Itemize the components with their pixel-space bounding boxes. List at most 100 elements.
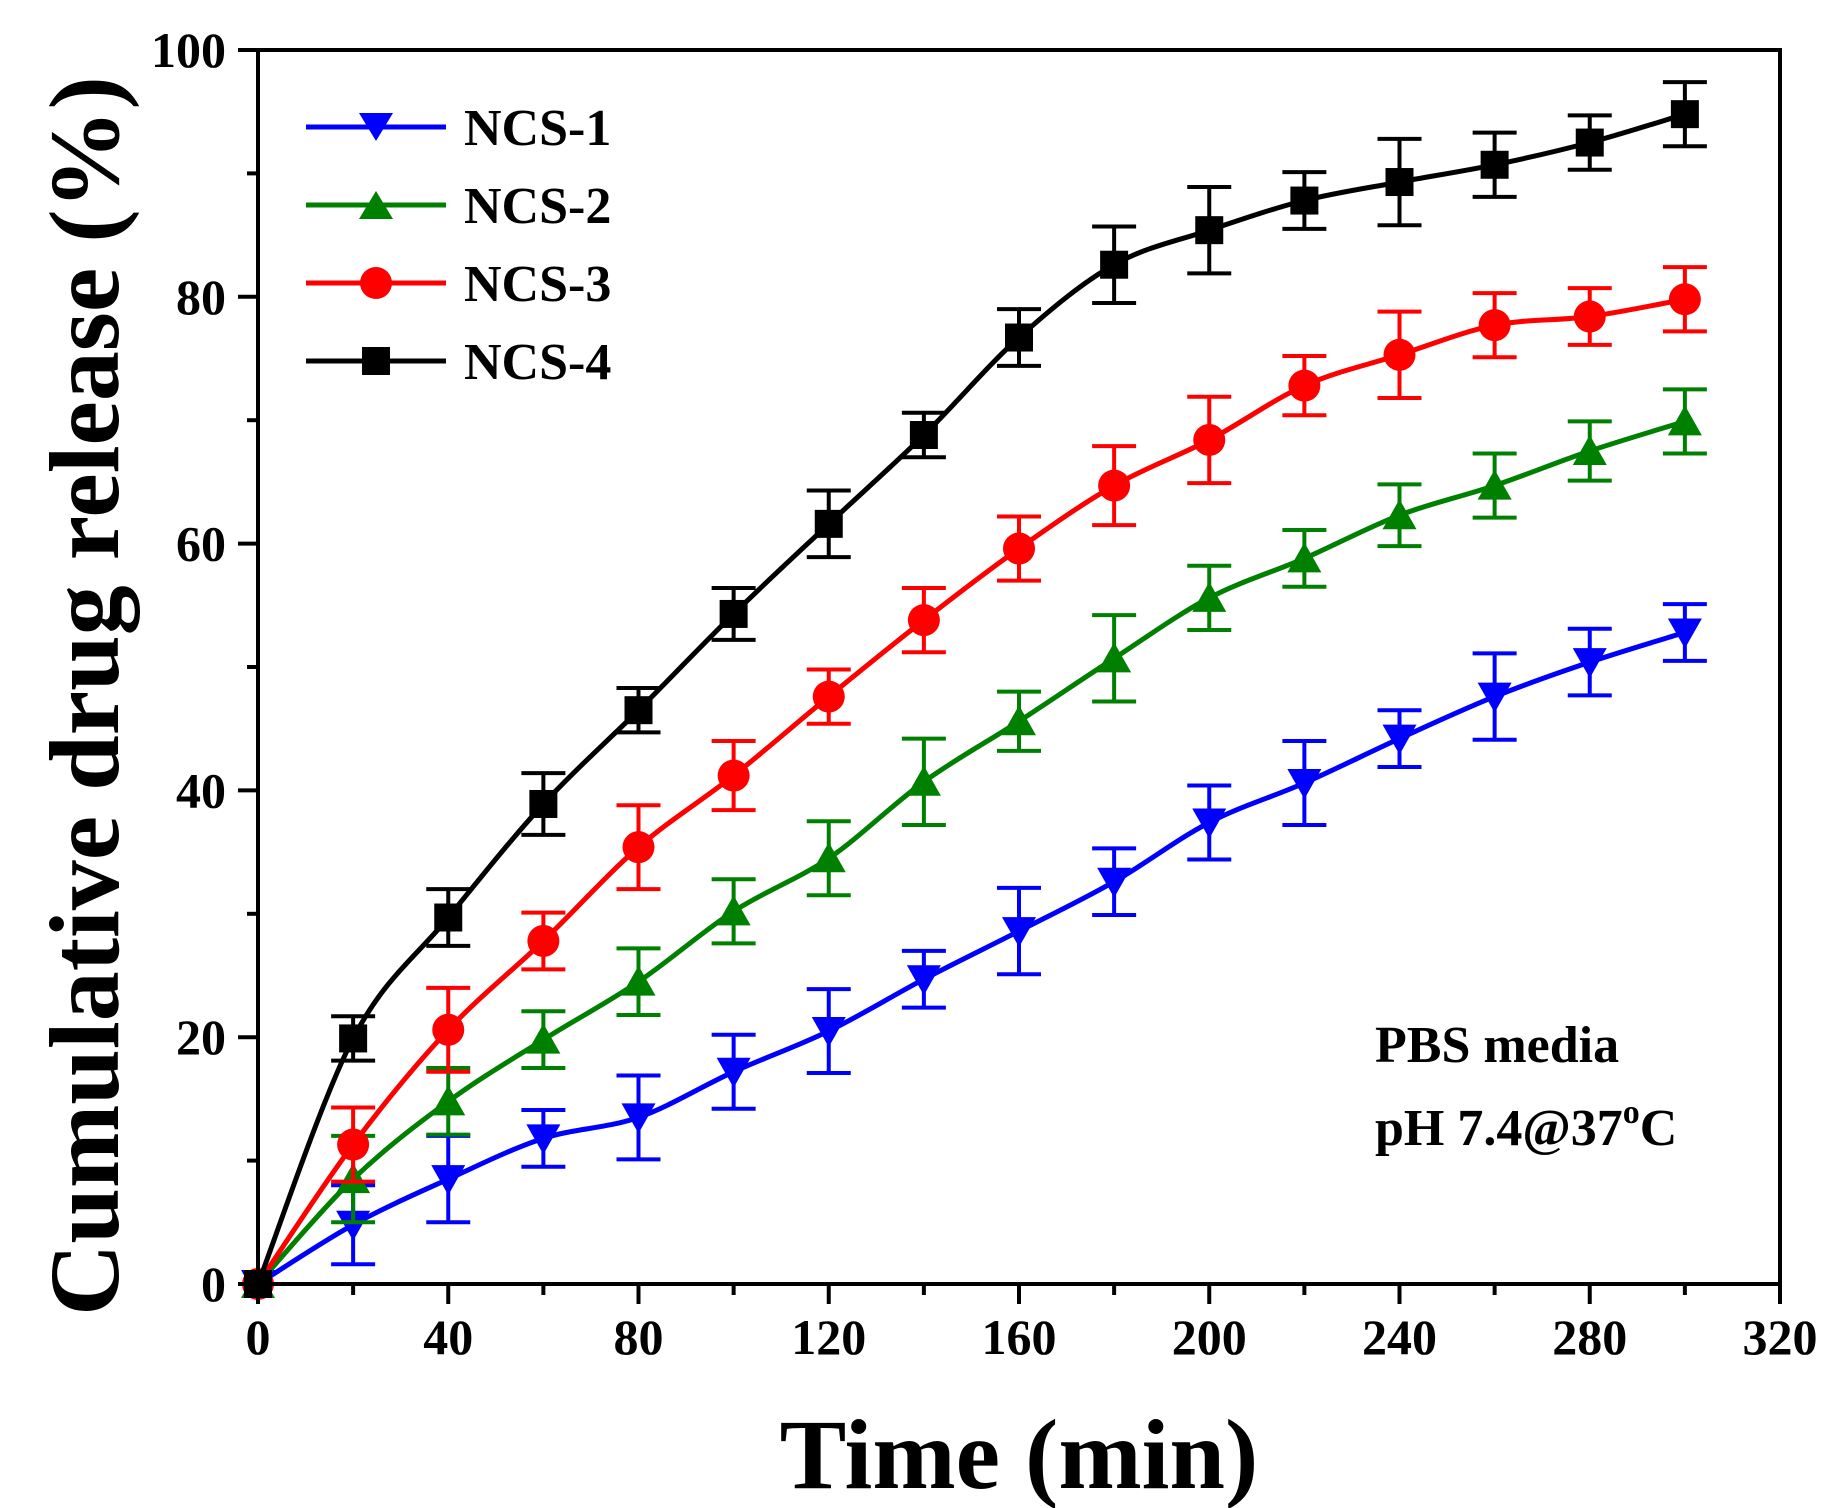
y-axis-title: Cumulative drug release (%) [29,76,140,1316]
x-tick-label: 120 [791,1309,866,1365]
x-tick-label: 320 [1743,1309,1818,1365]
data-point-ncs-3 [1478,309,1511,342]
data-point-ncs-1 [811,1017,846,1048]
x-tick-label: 280 [1552,1309,1627,1365]
legend: NCS-1 NCS-2 NCS-3 NCS-4 [306,100,611,391]
data-point-ncs-3 [337,1128,370,1161]
data-point-ncs-4 [1005,323,1033,352]
data-point-ncs-1 [1572,648,1607,679]
legend-label-ncs-4: NCS-4 [464,334,611,391]
data-point-ncs-4 [1480,150,1509,179]
data-point-ncs-2 [1287,542,1322,573]
data-point-ncs-4 [624,696,653,725]
data-point-ncs-3 [812,680,845,713]
x-tick-label: 200 [1172,1309,1247,1365]
data-point-ncs-1 [1382,724,1417,755]
series-line-ncs-2 [256,419,1686,1286]
y-tick-label: 0 [201,1256,226,1312]
y-axis: 0 20 40 60 80 100 [151,22,258,1312]
series-line-ncs-1 [256,630,1686,1287]
data-point-ncs-4 [1100,250,1129,279]
legend-marker-ncs-1 [359,113,393,141]
data-point-ncs-1 [1287,768,1322,799]
data-point-ncs-2 [1382,499,1417,530]
data-point-ncs-3 [1383,338,1416,371]
legend-marker-ncs-2 [359,191,393,219]
data-point-ncs-3 [1098,469,1131,502]
series-ncs-3 [242,265,1707,1300]
data-point-ncs-3 [1193,423,1226,456]
data-point-ncs-1 [716,1057,751,1088]
x-tick-label: 160 [982,1309,1057,1365]
data-point-ncs-4 [1670,100,1699,129]
data-point-ncs-4 [434,903,463,932]
x-tick-label: 40 [423,1309,473,1365]
data-point-ncs-1 [1477,682,1512,713]
y-tick-label: 80 [176,269,226,325]
series-ncs-1 [241,602,1707,1300]
data-point-ncs-3 [527,924,560,957]
data-point-ncs-2 [431,1085,466,1116]
data-point-ncs-2 [1477,469,1512,500]
data-point-ncs-1 [431,1165,466,1196]
annotation-conditions-main: pH 7.4@37 [1375,1100,1623,1157]
legend-label-ncs-2: NCS-2 [464,178,611,235]
data-point-ncs-1 [1667,618,1702,649]
data-point-ncs-4 [1195,216,1224,245]
legend-item-ncs-4: NCS-4 [306,334,611,391]
legend-label-ncs-1: NCS-1 [464,100,611,157]
data-point-ncs-2 [526,1023,561,1054]
x-axis-title: Time (min) [780,1399,1259,1508]
data-point-ncs-4 [814,509,843,538]
series-ncs-4 [244,80,1707,1298]
data-point-ncs-3 [717,759,750,792]
data-point-ncs-2 [1097,642,1132,673]
data-point-ncs-3 [622,831,655,864]
data-point-ncs-1 [1097,867,1132,898]
data-point-ncs-3 [1573,300,1606,333]
annotation-media: PBS media [1375,1017,1619,1074]
data-point-ncs-1 [906,965,941,996]
annotation-conditions: pH 7.4@37oC [1375,1094,1677,1157]
data-point-ncs-4 [339,1024,368,1053]
y-tick-label: 20 [176,1009,226,1065]
data-point-ncs-2 [716,895,751,926]
data-point-ncs-2 [906,765,941,796]
data-point-ncs-4 [1575,128,1604,157]
data-point-ncs-3 [432,1013,465,1046]
data-point-ncs-4 [1385,168,1414,197]
data-point-ncs-1 [1192,808,1227,839]
data-point-ncs-2 [1667,405,1702,436]
annotation-conditions-unit: C [1640,1100,1678,1157]
legend-label-ncs-3: NCS-3 [464,256,611,313]
legend-marker-ncs-3 [360,267,392,299]
x-tick-label: 80 [614,1309,664,1365]
data-point-ncs-1 [621,1103,656,1134]
data-point-ncs-4 [1290,186,1319,215]
data-point-ncs-2 [811,842,846,873]
plot-layer [241,80,1707,1300]
annotation-degree-sup: o [1623,1094,1640,1131]
data-point-ncs-4 [909,421,938,450]
legend-item-ncs-3: NCS-3 [306,256,611,313]
y-tick-label: 60 [176,516,226,572]
legend-item-ncs-2: NCS-2 [306,178,611,235]
data-point-ncs-4 [529,789,558,818]
data-point-ncs-4 [719,599,748,628]
data-point-ncs-2 [1192,581,1227,612]
legend-item-ncs-1: NCS-1 [306,100,611,157]
x-axis: 0 40 80 120 160 200 240 280 320 [246,1284,1818,1365]
x-tick-label: 0 [246,1309,271,1365]
data-point-ncs-2 [1002,705,1036,736]
y-tick-label: 100 [151,22,226,78]
legend-marker-ncs-4 [362,347,390,375]
data-point-ncs-1 [1002,917,1036,948]
data-point-ncs-3 [1003,532,1035,565]
y-tick-label: 40 [176,762,226,818]
series-ncs-2 [241,387,1707,1298]
x-tick-label: 240 [1362,1309,1437,1365]
data-point-ncs-3 [1668,283,1701,316]
data-point-ncs-3 [907,604,940,637]
